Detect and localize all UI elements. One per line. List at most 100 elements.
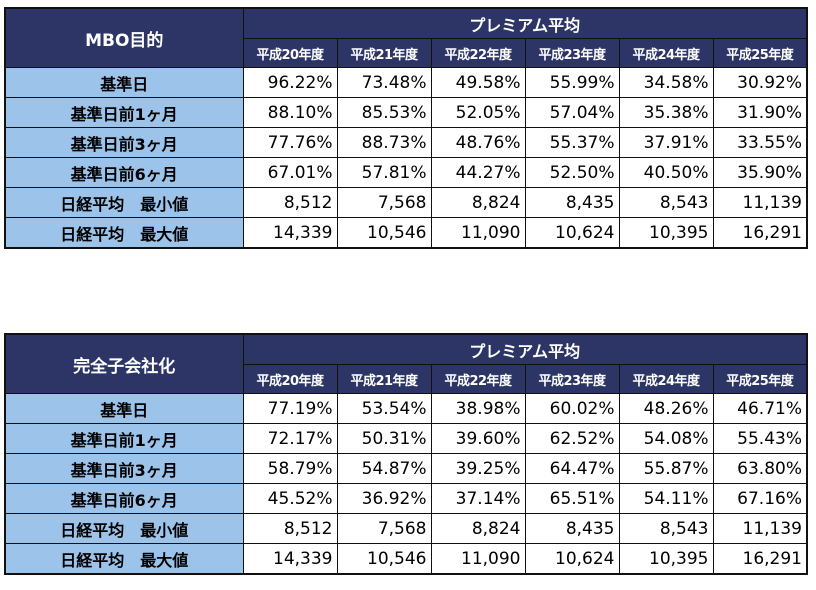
premium-average-header: プレミアム平均 — [242, 7, 808, 39]
table-cell: 45.52% — [242, 483, 338, 514]
table-cell: 60.02% — [524, 393, 620, 424]
table-cell: 55.37% — [524, 127, 620, 158]
table-cell: 38.98% — [430, 393, 526, 424]
table-cell: 14,339 — [242, 543, 338, 575]
table-cell: 85.53% — [336, 97, 432, 128]
table-cell: 10,624 — [524, 543, 620, 575]
table-cell: 10,395 — [618, 543, 714, 575]
table-cell: 31.90% — [712, 97, 808, 128]
table-cell: 64.47% — [524, 453, 620, 484]
table-cell: 55.99% — [524, 67, 620, 98]
table-cell: 54.87% — [336, 453, 432, 484]
table-row: 日経平均 最小値 8,512 7,568 8,824 8,435 8,543 1… — [4, 187, 808, 218]
table-cell: 16,291 — [712, 217, 808, 249]
table-cell: 11,139 — [712, 513, 808, 544]
table-cell: 48.76% — [430, 127, 526, 158]
row-label: 基準日 — [4, 67, 244, 98]
premium-table-subsidiary: 完全子会社化 プレミアム平均 平成20年度 平成21年度 平成22年度 平成23… — [4, 333, 808, 575]
table-cell: 37.91% — [618, 127, 714, 158]
table-cell: 55.87% — [618, 453, 714, 484]
table-cell: 48.26% — [618, 393, 714, 424]
table-cell: 54.08% — [618, 423, 714, 454]
table-cell: 11,139 — [712, 187, 808, 218]
table-cell: 35.38% — [618, 97, 714, 128]
table-cell: 8,512 — [242, 187, 338, 218]
table-cell: 58.79% — [242, 453, 338, 484]
table-cell: 40.50% — [618, 157, 714, 188]
table-cell: 30.92% — [712, 67, 808, 98]
table-cell: 39.25% — [430, 453, 526, 484]
table-row: 日経平均 最大値 14,339 10,546 11,090 10,624 10,… — [4, 543, 808, 575]
row-label: 基準日 — [4, 393, 244, 424]
table-cell: 14,339 — [242, 217, 338, 249]
table-cell: 55.43% — [712, 423, 808, 454]
table-row: 基準日前3ヶ月 77.76% 88.73% 48.76% 55.37% 37.9… — [4, 127, 808, 158]
table-cell: 10,624 — [524, 217, 620, 249]
table-cell: 88.10% — [242, 97, 338, 128]
table-cell: 72.17% — [242, 423, 338, 454]
table-cell: 88.73% — [336, 127, 432, 158]
row-label: 基準日前6ヶ月 — [4, 157, 244, 188]
table-cell: 10,546 — [336, 217, 432, 249]
table-row: 基準日前1ヶ月 88.10% 85.53% 52.05% 57.04% 35.3… — [4, 97, 808, 128]
table-cell: 52.50% — [524, 157, 620, 188]
year-header: 平成21年度 — [336, 38, 432, 68]
table-cell: 7,568 — [336, 187, 432, 218]
table-cell: 8,824 — [430, 187, 526, 218]
year-header: 平成22年度 — [430, 38, 526, 68]
table-cell: 34.58% — [618, 67, 714, 98]
table-cell: 50.31% — [336, 423, 432, 454]
premium-table-mbo: MBO目的 プレミアム平均 平成20年度 平成21年度 平成22年度 平成23年… — [4, 7, 808, 249]
table-cell: 11,090 — [430, 543, 526, 575]
table-cell: 73.48% — [336, 67, 432, 98]
table-cell: 8,543 — [618, 187, 714, 218]
table-cell: 57.81% — [336, 157, 432, 188]
table-cell: 67.16% — [712, 483, 808, 514]
year-header: 平成23年度 — [524, 364, 620, 394]
year-header: 平成20年度 — [242, 38, 338, 68]
row-label: 日経平均 最小値 — [4, 187, 244, 218]
table-cell: 57.04% — [524, 97, 620, 128]
table-cell: 54.11% — [618, 483, 714, 514]
table-cell: 46.71% — [712, 393, 808, 424]
premium-average-header: プレミアム平均 — [242, 333, 808, 365]
row-label: 基準日前1ヶ月 — [4, 97, 244, 128]
year-header: 平成21年度 — [336, 364, 432, 394]
year-header: 平成25年度 — [712, 38, 808, 68]
row-label: 基準日前6ヶ月 — [4, 483, 244, 514]
table-corner-label: 完全子会社化 — [4, 333, 244, 394]
table-cell: 65.51% — [524, 483, 620, 514]
row-label: 日経平均 最大値 — [4, 217, 244, 249]
table-row: 基準日前6ヶ月 67.01% 57.81% 44.27% 52.50% 40.5… — [4, 157, 808, 188]
row-label: 日経平均 最小値 — [4, 513, 244, 544]
table-cell: 44.27% — [430, 157, 526, 188]
table-row: 基準日前1ヶ月 72.17% 50.31% 39.60% 62.52% 54.0… — [4, 423, 808, 454]
table-cell: 10,395 — [618, 217, 714, 249]
table-cell: 8,512 — [242, 513, 338, 544]
table-cell: 10,546 — [336, 543, 432, 575]
year-header: 平成25年度 — [712, 364, 808, 394]
year-header: 平成24年度 — [618, 38, 714, 68]
table-cell: 16,291 — [712, 543, 808, 575]
table-corner-label: MBO目的 — [4, 7, 244, 68]
table-cell: 33.55% — [712, 127, 808, 158]
table-row: 日経平均 最大値 14,339 10,546 11,090 10,624 10,… — [4, 217, 808, 249]
table-cell: 67.01% — [242, 157, 338, 188]
table-row: 基準日 77.19% 53.54% 38.98% 60.02% 48.26% 4… — [4, 393, 808, 424]
table-cell: 35.90% — [712, 157, 808, 188]
table-cell: 11,090 — [430, 217, 526, 249]
table-cell: 53.54% — [336, 393, 432, 424]
table-cell: 7,568 — [336, 513, 432, 544]
table-cell: 77.19% — [242, 393, 338, 424]
year-header: 平成24年度 — [618, 364, 714, 394]
table-row: 基準日 96.22% 73.48% 49.58% 55.99% 34.58% 3… — [4, 67, 808, 98]
year-header: 平成23年度 — [524, 38, 620, 68]
table-cell: 39.60% — [430, 423, 526, 454]
table-cell: 62.52% — [524, 423, 620, 454]
row-label: 基準日前1ヶ月 — [4, 423, 244, 454]
table-cell: 8,824 — [430, 513, 526, 544]
table-cell: 8,435 — [524, 187, 620, 218]
year-header: 平成20年度 — [242, 364, 338, 394]
table-cell: 36.92% — [336, 483, 432, 514]
row-label: 基準日前3ヶ月 — [4, 453, 244, 484]
